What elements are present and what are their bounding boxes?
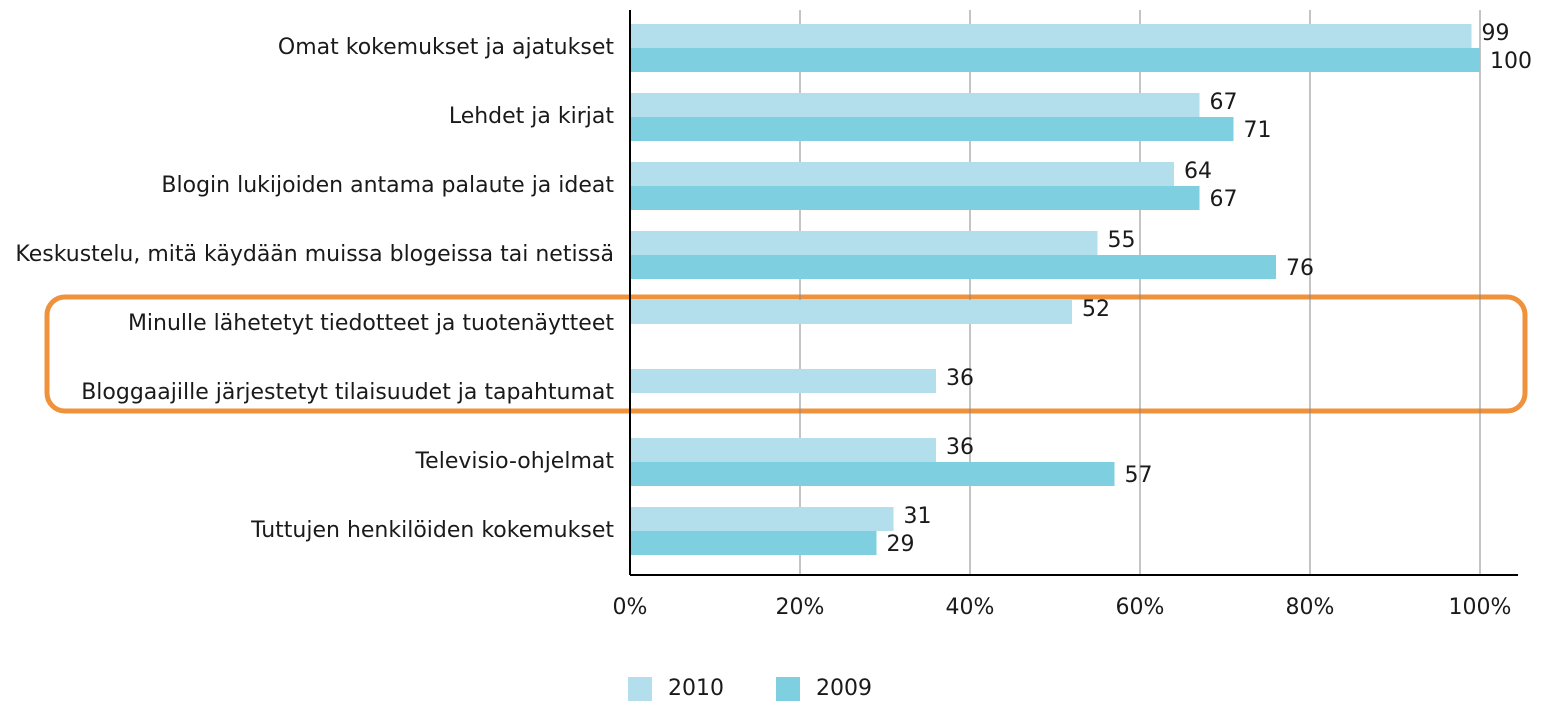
x-tick-label: 0% [613, 595, 648, 620]
legend-swatch [776, 677, 800, 701]
y-tick-label: Omat kokemukset ja ajatukset [278, 35, 614, 60]
value-label: 71 [1244, 118, 1272, 143]
legend-label: 2010 [668, 676, 724, 701]
value-label: 67 [1210, 90, 1238, 115]
y-tick-label: Keskustelu, mitä käydään muissa blogeiss… [15, 242, 614, 267]
bar [630, 255, 1276, 279]
bar [630, 186, 1200, 210]
bar [630, 117, 1234, 141]
value-label: 57 [1125, 463, 1153, 488]
value-label: 76 [1286, 256, 1314, 281]
value-label: 36 [946, 435, 974, 460]
y-tick-label: Minulle lähetetyt tiedotteet ja tuotenäy… [128, 311, 614, 336]
y-tick-label: Tuttujen henkilöiden kokemukset [250, 518, 614, 543]
x-tick-label: 80% [1286, 595, 1335, 620]
value-label: 36 [946, 366, 974, 391]
bar [630, 231, 1098, 255]
x-tick-label: 20% [776, 595, 825, 620]
y-tick-label: Televisio-ohjelmat [414, 449, 614, 474]
bar [630, 507, 894, 531]
value-label: 99 [1482, 21, 1510, 46]
value-label: 55 [1108, 228, 1136, 253]
y-tick-label: Lehdet ja kirjat [449, 104, 615, 129]
x-tick-label: 40% [946, 595, 995, 620]
y-tick-label: Bloggaajille järjestetyt tilaisuudet ja … [81, 380, 614, 405]
x-tick-label: 60% [1116, 595, 1165, 620]
highlight-box [44, 294, 1528, 414]
value-label: 100 [1490, 49, 1532, 74]
value-label: 31 [904, 504, 932, 529]
bar [630, 300, 1072, 324]
legend-label: 2009 [816, 676, 872, 701]
value-label: 64 [1184, 159, 1212, 184]
bar [630, 369, 936, 393]
bar [630, 162, 1174, 186]
bar [630, 438, 936, 462]
bar [630, 24, 1472, 48]
x-tick-label: 100% [1449, 595, 1512, 620]
bar [630, 531, 877, 555]
legend-swatch [628, 677, 652, 701]
bar [630, 462, 1115, 486]
y-tick-label: Blogin lukijoiden antama palaute ja idea… [161, 173, 614, 198]
value-label: 29 [887, 532, 915, 557]
value-label: 67 [1210, 187, 1238, 212]
bar [630, 48, 1480, 72]
bar [630, 93, 1200, 117]
value-label: 52 [1082, 297, 1110, 322]
